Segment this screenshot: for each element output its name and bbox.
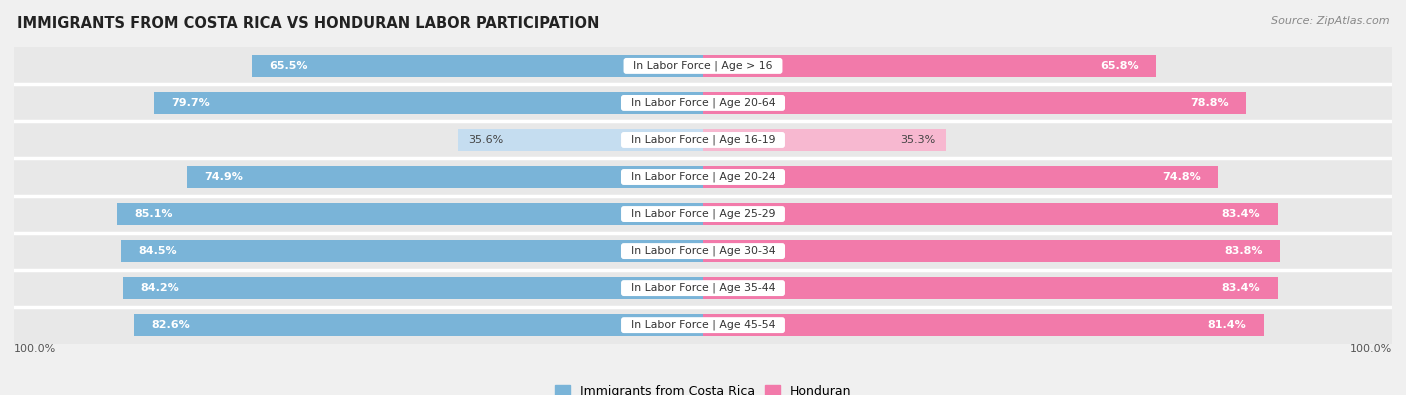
Text: 100.0%: 100.0% xyxy=(1350,344,1392,354)
Bar xyxy=(14,269,1392,307)
Text: 84.5%: 84.5% xyxy=(138,246,177,256)
Text: 82.6%: 82.6% xyxy=(152,320,190,330)
Text: Source: ZipAtlas.com: Source: ZipAtlas.com xyxy=(1271,16,1389,26)
Bar xyxy=(134,314,703,336)
Bar xyxy=(117,203,703,225)
Text: In Labor Force | Age > 16: In Labor Force | Age > 16 xyxy=(626,61,780,71)
Bar xyxy=(14,158,1392,196)
Text: 35.6%: 35.6% xyxy=(468,135,503,145)
Text: 83.8%: 83.8% xyxy=(1225,246,1263,256)
Bar xyxy=(14,233,1392,269)
Bar xyxy=(121,240,703,262)
Text: 83.4%: 83.4% xyxy=(1222,209,1260,219)
Bar xyxy=(14,307,1392,344)
Text: 35.3%: 35.3% xyxy=(901,135,936,145)
Text: IMMIGRANTS FROM COSTA RICA VS HONDURAN LABOR PARTICIPATION: IMMIGRANTS FROM COSTA RICA VS HONDURAN L… xyxy=(17,16,599,31)
Text: 85.1%: 85.1% xyxy=(134,209,173,219)
Bar xyxy=(14,196,1392,233)
Text: 79.7%: 79.7% xyxy=(172,98,209,108)
Bar xyxy=(703,277,1278,299)
Text: In Labor Force | Age 45-54: In Labor Force | Age 45-54 xyxy=(624,320,782,330)
Bar xyxy=(187,166,703,188)
Text: 74.8%: 74.8% xyxy=(1163,172,1201,182)
Bar xyxy=(703,240,1281,262)
Text: In Labor Force | Age 16-19: In Labor Force | Age 16-19 xyxy=(624,135,782,145)
Bar xyxy=(703,166,1219,188)
Bar xyxy=(703,314,1264,336)
Text: 100.0%: 100.0% xyxy=(14,344,56,354)
Text: In Labor Force | Age 20-64: In Labor Force | Age 20-64 xyxy=(624,98,782,108)
Text: In Labor Force | Age 20-24: In Labor Force | Age 20-24 xyxy=(624,172,782,182)
Text: 84.2%: 84.2% xyxy=(141,283,179,293)
Text: 65.8%: 65.8% xyxy=(1101,61,1139,71)
Text: 83.4%: 83.4% xyxy=(1222,283,1260,293)
Text: 81.4%: 81.4% xyxy=(1208,320,1247,330)
Bar xyxy=(703,92,1246,114)
Bar xyxy=(458,129,703,151)
Bar xyxy=(122,277,703,299)
Bar xyxy=(153,92,703,114)
Text: 65.5%: 65.5% xyxy=(269,61,308,71)
Bar xyxy=(14,85,1392,121)
Legend: Immigrants from Costa Rica, Honduran: Immigrants from Costa Rica, Honduran xyxy=(550,380,856,395)
Bar xyxy=(703,129,946,151)
Text: 74.9%: 74.9% xyxy=(204,172,243,182)
Bar xyxy=(703,203,1278,225)
Text: In Labor Force | Age 35-44: In Labor Force | Age 35-44 xyxy=(624,283,782,293)
Bar xyxy=(14,47,1392,85)
Text: In Labor Force | Age 25-29: In Labor Force | Age 25-29 xyxy=(624,209,782,219)
Bar xyxy=(14,121,1392,158)
Text: In Labor Force | Age 30-34: In Labor Force | Age 30-34 xyxy=(624,246,782,256)
Text: 78.8%: 78.8% xyxy=(1189,98,1229,108)
Bar xyxy=(252,55,703,77)
Bar xyxy=(703,55,1156,77)
